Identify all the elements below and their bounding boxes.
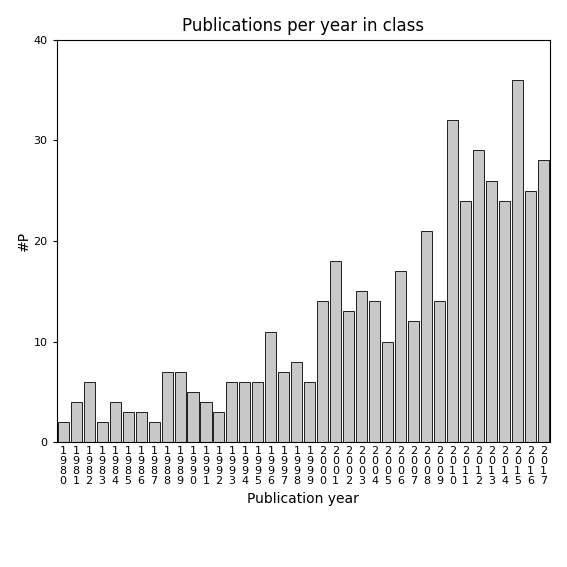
Bar bbox=[226, 382, 238, 442]
Bar bbox=[421, 231, 432, 442]
Bar bbox=[149, 422, 159, 442]
Bar bbox=[499, 201, 510, 442]
Bar bbox=[122, 412, 134, 442]
Bar bbox=[188, 392, 198, 442]
Bar bbox=[486, 180, 497, 442]
Bar bbox=[538, 160, 549, 442]
Title: Publications per year in class: Publications per year in class bbox=[182, 18, 425, 35]
Bar bbox=[395, 271, 406, 442]
Bar bbox=[278, 372, 289, 442]
Bar bbox=[304, 382, 315, 442]
Bar bbox=[213, 412, 225, 442]
Bar bbox=[447, 120, 458, 442]
Bar bbox=[369, 302, 380, 442]
Bar bbox=[343, 311, 354, 442]
Bar bbox=[382, 341, 393, 442]
Bar bbox=[162, 372, 172, 442]
X-axis label: Publication year: Publication year bbox=[247, 492, 359, 506]
Bar bbox=[525, 191, 536, 442]
Bar bbox=[473, 150, 484, 442]
Bar bbox=[175, 372, 185, 442]
Bar bbox=[356, 291, 367, 442]
Bar bbox=[96, 422, 108, 442]
Bar bbox=[265, 332, 276, 442]
Bar bbox=[109, 402, 121, 442]
Bar bbox=[318, 302, 328, 442]
Bar bbox=[201, 402, 211, 442]
Bar bbox=[84, 382, 95, 442]
Bar bbox=[408, 321, 419, 442]
Bar bbox=[71, 402, 82, 442]
Y-axis label: #P: #P bbox=[17, 231, 31, 251]
Bar bbox=[291, 362, 302, 442]
Bar bbox=[239, 382, 251, 442]
Bar bbox=[252, 382, 264, 442]
Bar bbox=[512, 80, 523, 442]
Bar bbox=[460, 201, 471, 442]
Bar bbox=[331, 261, 341, 442]
Bar bbox=[58, 422, 69, 442]
Bar bbox=[136, 412, 147, 442]
Bar bbox=[434, 302, 445, 442]
